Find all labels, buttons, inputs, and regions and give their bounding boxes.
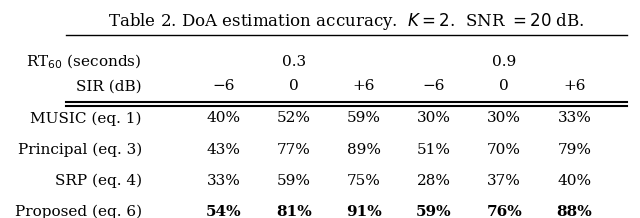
Text: 33%: 33% (207, 174, 241, 188)
Text: Proposed (eq. 6): Proposed (eq. 6) (15, 205, 142, 218)
Text: 54%: 54% (206, 205, 241, 218)
Text: 28%: 28% (417, 174, 451, 188)
Text: RT$_{60}$ (seconds): RT$_{60}$ (seconds) (26, 53, 142, 71)
Text: 91%: 91% (346, 205, 382, 218)
Text: 76%: 76% (486, 205, 522, 218)
Text: Table 2. DoA estimation accuracy.  $K = 2$.  SNR $= 20$ dB.: Table 2. DoA estimation accuracy. $K = 2… (108, 11, 584, 32)
Text: 89%: 89% (347, 143, 381, 157)
Text: 81%: 81% (276, 205, 312, 218)
Text: 59%: 59% (416, 205, 452, 218)
Text: 0.3: 0.3 (282, 55, 306, 69)
Text: SIR (dB): SIR (dB) (76, 79, 142, 93)
Text: 52%: 52% (276, 111, 311, 125)
Text: 0.9: 0.9 (492, 55, 516, 69)
Text: −6: −6 (423, 79, 445, 93)
Text: 51%: 51% (417, 143, 451, 157)
Text: 0: 0 (499, 79, 509, 93)
Text: 30%: 30% (487, 111, 521, 125)
Text: 40%: 40% (207, 111, 241, 125)
Text: 79%: 79% (557, 143, 591, 157)
Text: 40%: 40% (557, 174, 591, 188)
Text: 70%: 70% (487, 143, 521, 157)
Text: +6: +6 (353, 79, 375, 93)
Text: 75%: 75% (347, 174, 381, 188)
Text: Principal (eq. 3): Principal (eq. 3) (17, 142, 142, 157)
Text: 59%: 59% (276, 174, 311, 188)
Text: −6: −6 (212, 79, 235, 93)
Text: +6: +6 (563, 79, 586, 93)
Text: SRP (eq. 4): SRP (eq. 4) (54, 174, 142, 188)
Text: 30%: 30% (417, 111, 451, 125)
Text: 37%: 37% (487, 174, 521, 188)
Text: 0: 0 (289, 79, 299, 93)
Text: MUSIC (eq. 1): MUSIC (eq. 1) (30, 111, 142, 126)
Text: 77%: 77% (277, 143, 310, 157)
Text: 59%: 59% (347, 111, 381, 125)
Text: 88%: 88% (556, 205, 592, 218)
Text: 43%: 43% (207, 143, 241, 157)
Text: 33%: 33% (557, 111, 591, 125)
